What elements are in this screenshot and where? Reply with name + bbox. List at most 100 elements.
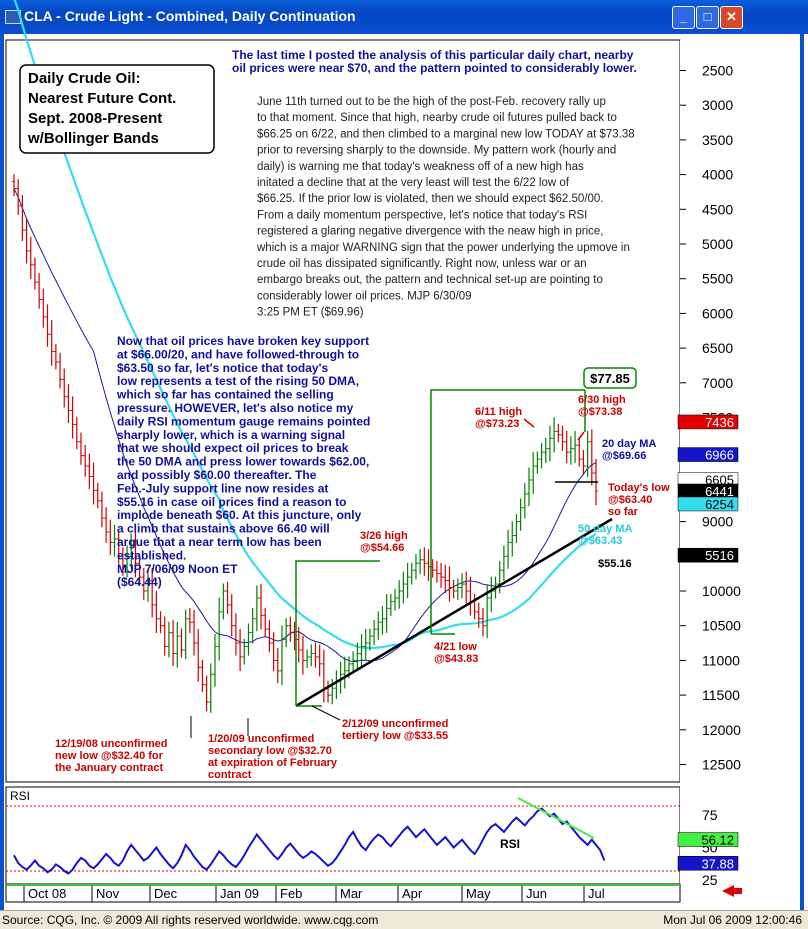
price-marker-label: 6966 xyxy=(705,448,734,463)
top-comment-body-line: registered a glaring negative divergence… xyxy=(257,226,604,238)
legend-box-line: Daily Crude Oil: xyxy=(28,70,141,87)
low-120-label: secondary low @$32.70 xyxy=(208,745,332,757)
x-tick-label: Nov xyxy=(96,886,120,901)
ma50-label: 50 day MA xyxy=(578,523,632,535)
rsi-tick-label: 75 xyxy=(702,807,718,823)
ma20-label: @$69.66 xyxy=(602,450,646,462)
low-120-label: contract xyxy=(208,769,252,781)
ma50-line xyxy=(13,0,597,650)
price-tick-label: 11000 xyxy=(702,652,740,668)
rsi-plot-area xyxy=(5,786,681,885)
mid-comment-sign: MJP 7/06/09 Noon ET xyxy=(117,562,238,576)
mid-comment-line: daily RSI momentum gauge remains pointed xyxy=(117,414,370,428)
top-comment-body-line: June 11th turned out to be the high of t… xyxy=(257,96,606,108)
legend-box xyxy=(19,64,215,154)
x-tick-label: Apr xyxy=(402,886,423,901)
low-1219-label: the January contract xyxy=(55,762,164,774)
close-button[interactable]: ✕ xyxy=(720,6,743,29)
price-tick-label: 6000 xyxy=(702,305,733,321)
window-titlebar: CLA - Crude Light - Combined, Daily Cont… xyxy=(0,0,808,34)
low-421-label: 4/21 low xyxy=(434,641,477,653)
chart-canvas: 1250012000115001100010500100009500900085… xyxy=(5,0,800,903)
top-comment-body-line: crude oil has dissipated significantly. … xyxy=(257,258,587,270)
window-title: CLA - Crude Light - Combined, Daily Cont… xyxy=(24,8,356,24)
price-tick-label: 12500 xyxy=(702,757,741,773)
top-comment-time: 3:25 PM ET ($69.96) xyxy=(257,307,364,319)
pattern-bracket-2 xyxy=(430,389,585,634)
x-tick-label: Mar xyxy=(340,886,363,901)
maximize-button[interactable]: □ xyxy=(696,6,719,29)
low-120-label: 1/20/09 unconfirmed xyxy=(208,733,314,745)
price-tick-label: 6500 xyxy=(702,340,733,356)
target-price-label: $77.85 xyxy=(590,371,630,386)
rsi-marker xyxy=(677,856,739,871)
top-comment-body-line: initated a decline that at the very leas… xyxy=(257,177,570,189)
mid-comment-line: Feb.-July support line now resides at xyxy=(117,481,328,495)
price-tick-label: 5500 xyxy=(702,271,733,287)
price-marker-label: 6441 xyxy=(705,484,734,499)
top-comment-body-line: From a daily momentum perspective, let's… xyxy=(257,209,587,221)
ma50-label: @$63.43 xyxy=(578,535,622,547)
price-tick-label: 10000 xyxy=(702,583,741,599)
price-marker-label: 6254 xyxy=(705,497,734,512)
high-630-label: @$73.38 xyxy=(578,406,622,418)
price-marker xyxy=(677,496,739,512)
low-1219-label: new low @$32.40 for xyxy=(55,750,164,762)
mid-comment-line: and possibly $60.00 thereafter. The xyxy=(117,468,317,482)
low-120-label: at expiration of February xyxy=(208,757,338,769)
x-tick-label: Dec xyxy=(154,886,178,901)
high-611-label: @$73.23 xyxy=(475,418,519,430)
ma20-label: 20 day MA xyxy=(602,438,656,450)
mid-comment-line: $55.16 in case oil prices find a reason … xyxy=(117,495,346,509)
price-marker-label: 7436 xyxy=(705,415,734,430)
mid-comment-line: the 50 DMA and press lower towards $62.0… xyxy=(117,455,369,469)
high-630-label: 6/30 high xyxy=(578,394,626,406)
high-630-pointer xyxy=(577,431,585,441)
price-marker xyxy=(677,547,739,563)
price-tick-label: 9000 xyxy=(702,514,733,530)
top-comment-body-line: embargo breaks out, the pattern and tech… xyxy=(257,274,603,286)
x-tick-label: Jun xyxy=(526,886,547,901)
todays-low-label: so far xyxy=(608,506,639,518)
top-comment-body-line: $66.25 on 6/22, and then climbed to a ma… xyxy=(257,128,635,140)
rsi-series-label: RSI xyxy=(500,837,520,851)
chart-window-frame xyxy=(0,34,804,910)
source-credit: Source: CQG, Inc. © 2009 All rights rese… xyxy=(2,913,379,927)
minimize-button[interactable]: _ xyxy=(672,6,695,29)
high-611-label: 6/11 high xyxy=(475,406,522,418)
price-tick-label: 3500 xyxy=(702,132,733,148)
top-comment-body-line: to that moment. Since that high, nearby … xyxy=(257,112,617,124)
rsi-tick-label: 25 xyxy=(702,872,718,888)
rsi-marker-label: 37.88 xyxy=(701,856,734,871)
mid-comment-line: established. xyxy=(117,548,186,562)
price-tick-label: 4500 xyxy=(702,201,733,217)
legend-box-line: w/Bollinger Bands xyxy=(27,130,159,147)
x-tick-label: Jan 09 xyxy=(220,886,259,901)
x-tick-label: May xyxy=(466,886,491,901)
mid-comment-line: $63.50 so far, let's notice that today's xyxy=(117,361,328,375)
top-comment-body-line: daily) is warning me that today's weakne… xyxy=(257,161,584,173)
price-tick-label: 12000 xyxy=(702,722,741,738)
mid-comment-line: low represents a test of the rising 50 D… xyxy=(117,374,359,388)
price-marker-label: 5516 xyxy=(705,548,734,563)
mid-comment-line: at $66.00/20, and have followed-through … xyxy=(117,347,359,361)
high-326-label: @$54.66 xyxy=(360,542,404,554)
rsi-marker-label: 56.12 xyxy=(701,833,734,848)
mid-comment-line: that we should expect oil prices to brea… xyxy=(117,441,349,455)
mid-comment-line: sharply lower, which is a warning signal xyxy=(117,428,345,442)
price-marker xyxy=(677,414,739,430)
x-axis-session-band xyxy=(6,884,680,886)
support-level-label: $55.16 xyxy=(598,558,632,570)
mid-comment-line: argue that a near term low has been xyxy=(117,535,322,549)
x-tick-label: Jul xyxy=(588,886,605,901)
price-axis-area xyxy=(680,40,800,884)
rsi-panel-label: RSI xyxy=(10,789,30,803)
mid-comment-line: pressure. HOWEVER, let's also notice my xyxy=(117,401,354,415)
legend-box-line: Nearest Future Cont. xyxy=(28,90,176,107)
rsi-divergence-line xyxy=(517,797,595,839)
top-comment-title-line: The last time I posted the analysis of t… xyxy=(232,48,634,62)
price-tick-label: 3000 xyxy=(702,97,733,113)
price-tick-label: 4000 xyxy=(702,167,733,183)
pattern-bracket-1 xyxy=(295,560,380,706)
low-212-label: tertiery low @$33.55 xyxy=(342,730,448,742)
